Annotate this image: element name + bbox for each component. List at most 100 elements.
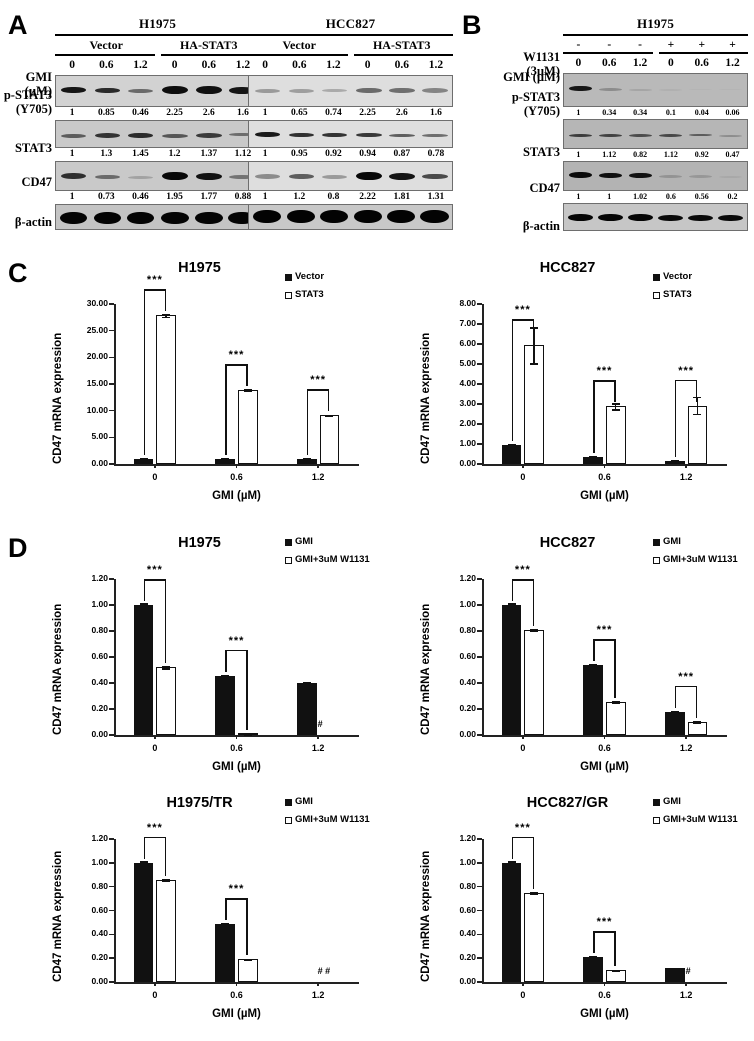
error-cap — [139, 458, 148, 461]
quant-value: 0.78 — [427, 148, 445, 159]
x-tick-label: 0.6 — [230, 990, 243, 1000]
lane-label: 0 — [69, 58, 75, 71]
x-tick-label: 0 — [520, 743, 526, 753]
filled-square-icon — [653, 799, 660, 806]
blot-image-pstat3-b — [563, 72, 748, 107]
y-tick-label: 1.20 — [459, 573, 476, 583]
group-label-vector: Vector — [282, 38, 317, 52]
quant-row-cd47-h1975: 1 0.73 0.46 1.95 1.77 0.88 — [55, 192, 260, 202]
y-tick-label: 0.40 — [459, 928, 476, 939]
quant-value: 0.06 — [725, 107, 740, 117]
blot-image-cd47-hcc827 — [248, 160, 453, 191]
legend-item[interactable]: GMI+3uM W1131 — [285, 554, 377, 566]
x-axis-label: GMI (µM) — [212, 761, 261, 773]
lane-label: 0 — [364, 58, 371, 71]
plot-area: *** *** # # — [109, 822, 359, 986]
y-tick — [109, 885, 114, 888]
legend-item[interactable]: GMI+3uM W1131 — [285, 814, 377, 826]
bar-open — [606, 970, 626, 982]
legend-item[interactable]: GMI — [285, 536, 377, 548]
legend-item[interactable]: STAT3 — [653, 288, 745, 301]
legend-item[interactable]: STAT3 — [285, 289, 377, 301]
x-tick — [603, 735, 606, 739]
x-axis-label: GMI (µM) — [212, 490, 261, 502]
filled-square-icon — [285, 799, 292, 806]
x-tick-label: 0 — [520, 472, 526, 482]
blot-title-hcc827: HCC827 — [325, 16, 376, 31]
y-tick-label: 8.00 — [459, 298, 476, 308]
quant-value: 0.74 — [325, 107, 342, 118]
legend-item[interactable]: GMI — [653, 536, 745, 548]
x-tick — [235, 735, 238, 739]
legend-label: STAT3 — [663, 288, 692, 300]
error-cap — [507, 445, 516, 447]
quant-value: 0.8 — [327, 191, 340, 202]
y-axis — [482, 579, 484, 735]
significance-bracket — [143, 836, 167, 876]
y-tick — [477, 343, 482, 345]
significance-stars: *** — [678, 670, 695, 683]
error-cap — [507, 603, 516, 605]
y-tick-label: 0.00 — [91, 729, 108, 739]
significance-stars: *** — [596, 365, 613, 378]
error-cap — [589, 455, 598, 458]
blot-image-cd47-h1975 — [55, 160, 260, 191]
error-cap — [162, 880, 171, 882]
y-tick — [477, 383, 482, 385]
error-cap — [243, 960, 252, 962]
error-cap — [139, 864, 148, 866]
error-cap — [670, 968, 679, 971]
bar-open — [524, 892, 544, 982]
error-bar — [510, 603, 513, 607]
y-tick-label: 0.80 — [459, 625, 476, 635]
plot-area: *** *** # — [477, 822, 727, 986]
quant-value: 0.34 — [633, 107, 648, 117]
y-tick-label: 0.60 — [91, 651, 108, 661]
quant-value: 0.04 — [694, 107, 709, 117]
y-tick — [109, 356, 114, 359]
error-cap — [162, 666, 171, 668]
y-axis — [114, 839, 116, 982]
x-tick — [317, 982, 319, 986]
quant-value: 1 — [576, 107, 581, 117]
significance-stars: *** — [146, 564, 163, 576]
y-tick — [109, 682, 114, 684]
group-label-vector: Vector — [89, 38, 124, 52]
quant-value: 1 — [262, 191, 268, 202]
x-tick-label: 1.2 — [311, 990, 325, 1000]
x-tick-label: 1.2 — [311, 472, 325, 482]
y-tick — [109, 862, 114, 864]
quant-value: 1.45 — [132, 148, 149, 159]
y-tick-label: 0.00 — [459, 729, 476, 739]
legend-item[interactable]: GMI+3uM W1131 — [653, 814, 745, 826]
legend-item[interactable]: GMI — [653, 796, 745, 808]
quant-value: 0.73 — [97, 191, 115, 202]
legend-item[interactable]: Vector — [285, 271, 377, 283]
y-tick-label: 0.80 — [91, 625, 108, 635]
bar-filled — [583, 456, 603, 464]
error-cap — [693, 722, 702, 724]
lane-header-row: 0 0.6 1.2 0 0.6 1.2 — [248, 59, 453, 71]
y-tick — [477, 630, 482, 632]
significance-stars: *** — [596, 624, 613, 637]
quant-value: 1.12 — [602, 149, 617, 159]
chart-title: H1975 — [178, 535, 221, 551]
y-tick — [477, 604, 482, 606]
legend-label: GMI — [295, 796, 313, 807]
x-tick — [317, 735, 319, 739]
y-tick — [477, 708, 482, 710]
x-tick — [685, 464, 687, 468]
error-cap — [670, 967, 679, 969]
plot-area: *** *** *** — [477, 564, 727, 739]
y-tick — [477, 909, 482, 912]
legend-item[interactable]: Vector — [653, 271, 745, 283]
legend-item[interactable]: GMI+3uM W1131 — [653, 554, 745, 566]
error-bar — [615, 403, 617, 410]
legend-item[interactable]: GMI — [285, 796, 377, 808]
x-tick-label: 0 — [152, 743, 158, 753]
error-bar — [142, 603, 145, 607]
significance-stars: *** — [514, 564, 531, 576]
error-cap — [221, 676, 230, 679]
x-tick — [154, 735, 156, 739]
error-bar — [696, 397, 699, 414]
